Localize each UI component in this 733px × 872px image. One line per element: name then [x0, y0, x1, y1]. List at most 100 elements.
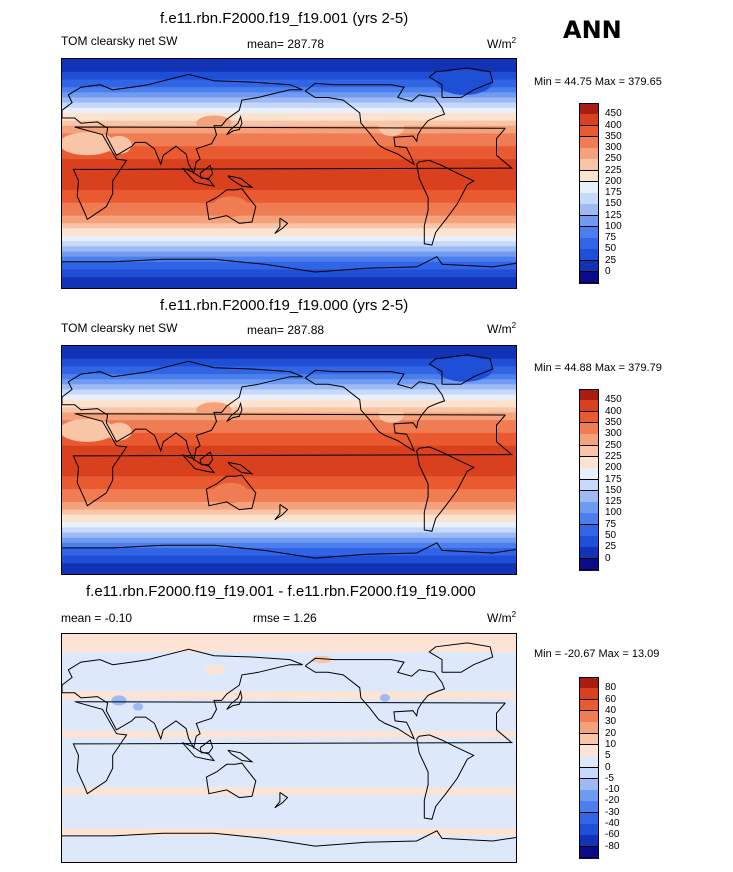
field-band — [62, 205, 516, 209]
colorbar-tick-label: 200 — [605, 175, 622, 187]
field-patch — [106, 136, 132, 154]
field-band — [62, 366, 516, 370]
field-band — [62, 228, 516, 232]
coastline — [199, 164, 214, 179]
field-band — [62, 828, 516, 836]
panel-3-title: f.e11.rbn.F2000.f19_f19.001 - f.e11.rbn.… — [86, 583, 476, 600]
colorbar-tick-label: 225 — [605, 450, 622, 462]
field-patch — [212, 196, 249, 217]
colorbar-tick-label: 300 — [605, 428, 622, 440]
coastline — [62, 360, 303, 462]
panel-3-units: W/m2 — [487, 610, 517, 625]
field-band — [62, 148, 516, 152]
field-band — [62, 432, 516, 437]
coastline — [274, 503, 289, 521]
colorbar-tick-label: 25 — [605, 541, 617, 553]
field-band — [62, 397, 516, 401]
field-band — [62, 376, 516, 380]
field-band — [62, 74, 516, 78]
field-band — [62, 499, 516, 503]
colorbar-tick-label: -10 — [605, 784, 620, 796]
field-band — [62, 532, 516, 536]
field-band — [62, 438, 516, 442]
field-band — [62, 164, 516, 168]
field-band — [62, 115, 516, 119]
field-band — [62, 112, 516, 117]
field-band — [62, 220, 516, 224]
field-band — [62, 476, 516, 480]
field-band — [62, 634, 516, 652]
field-band — [62, 241, 516, 245]
panel-1-colorbar: 450 400 350 300 250 225 200 175 150 125 100 75 50 25 0 — [579, 103, 659, 284]
panel-3-map — [61, 633, 517, 863]
colorbar-tick-label: 125 — [605, 496, 622, 508]
field-band — [62, 225, 516, 229]
field-band — [62, 272, 516, 276]
field-patch — [111, 695, 127, 706]
coastline — [181, 454, 216, 474]
field-band — [62, 64, 516, 68]
field-band — [62, 143, 516, 147]
coastline — [428, 67, 494, 98]
coastline — [199, 739, 214, 754]
field-band — [62, 560, 516, 564]
field-patch — [436, 356, 493, 382]
colorbar-tick-label: 250 — [605, 153, 622, 165]
field-band — [62, 254, 516, 258]
field-band — [62, 389, 516, 393]
panel-2-map-field — [62, 346, 516, 574]
field-band — [62, 128, 516, 132]
colorbar-tick-label: 30 — [605, 716, 617, 728]
field-band — [62, 238, 516, 242]
field-band — [62, 512, 516, 516]
field-band — [62, 146, 516, 150]
coastline — [62, 648, 303, 750]
colorbar-tick-label: -80 — [605, 840, 620, 852]
colorbar-frame — [579, 389, 599, 570]
panel-3-min-max: Min = -20.67 Max = 13.09 — [534, 648, 660, 660]
field-band — [62, 547, 516, 552]
field-band — [62, 138, 516, 142]
coastline — [199, 451, 214, 466]
panel-1-map — [61, 58, 517, 289]
field-band — [62, 481, 516, 485]
coastline — [205, 188, 257, 224]
field-band — [62, 524, 516, 529]
coastline — [226, 401, 243, 422]
field-band — [62, 246, 516, 250]
colorbar-tick-label: 250 — [605, 439, 622, 451]
field-band — [62, 440, 516, 444]
field-band — [62, 118, 516, 122]
field-band — [62, 363, 516, 368]
field-band — [62, 215, 516, 219]
field-band — [62, 691, 516, 700]
colorbar-tick-label: 125 — [605, 209, 622, 221]
field-band — [62, 110, 516, 114]
field-band — [62, 496, 516, 500]
colorbar-tick-label: -30 — [605, 806, 620, 818]
field-band — [62, 522, 516, 526]
coastline — [62, 255, 516, 273]
field-band — [62, 386, 516, 391]
field-band — [62, 200, 516, 204]
panel-1-map-field — [62, 59, 516, 288]
field-band — [62, 484, 516, 488]
field-band — [62, 89, 516, 93]
field-band — [62, 430, 516, 434]
field-band — [62, 243, 516, 247]
field-band — [62, 509, 516, 513]
field-band — [62, 358, 516, 362]
field-patch — [62, 418, 116, 442]
field-patch — [196, 402, 232, 418]
field-band — [62, 371, 516, 375]
field-band — [62, 195, 516, 199]
field-band — [62, 76, 516, 81]
field-band — [62, 136, 516, 140]
coastline — [428, 642, 494, 673]
coastline — [72, 701, 514, 795]
field-band — [62, 450, 516, 454]
field-band — [62, 463, 516, 467]
field-band — [62, 174, 516, 178]
field-band — [62, 123, 516, 127]
field-band — [62, 102, 516, 106]
